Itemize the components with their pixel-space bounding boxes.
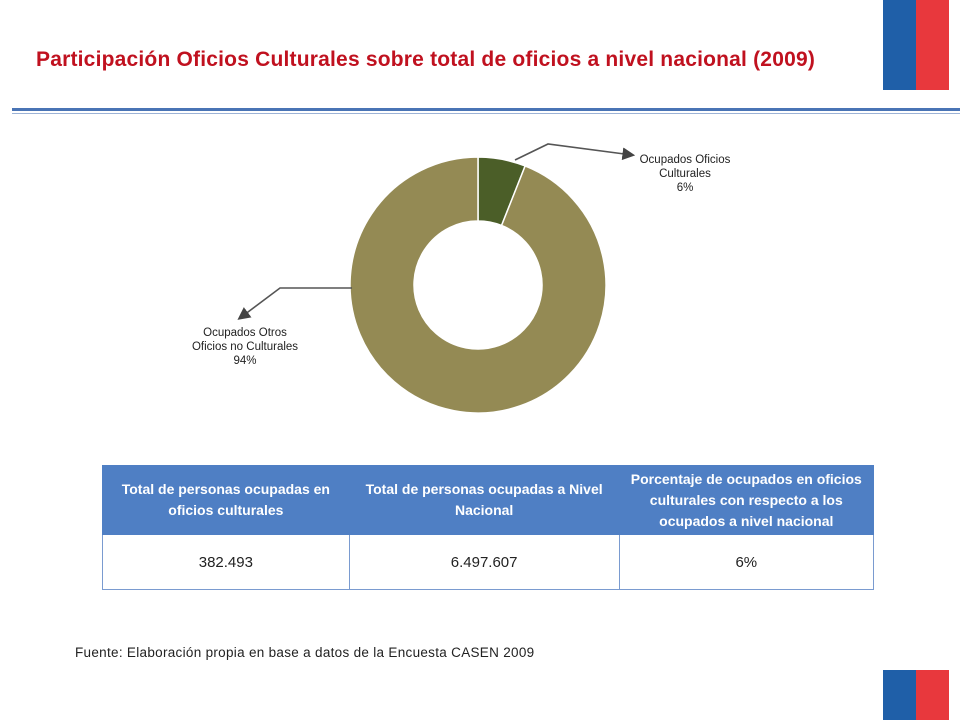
data-table: Total de personas ocupadas en oficios cu…: [102, 465, 875, 590]
table-cell: 382.493: [102, 534, 350, 590]
title-divider: [12, 108, 960, 111]
slice-label-line: Oficios no Culturales: [191, 341, 299, 353]
donut-chart: [237, 143, 636, 414]
table-header-cell: Total de personas ocupadas en oficios cu…: [102, 465, 350, 535]
flag-decoration-top: [883, 0, 949, 90]
table-row: 382.493 6.497.607 6%: [102, 534, 875, 590]
title-divider-thin: [12, 113, 960, 114]
slice-label-culturales: Ocupados Oficios Culturales 6%: [620, 153, 750, 195]
table-cell: 6%: [618, 534, 875, 590]
slice-label-value: 6%: [676, 182, 694, 194]
slice-label-line: Ocupados Oficios: [639, 154, 731, 166]
slice-otros: [349, 156, 607, 414]
source-note: Fuente: Elaboración propia en base a dat…: [75, 645, 535, 660]
table-header-cell: Total de personas ocupadas a Nivel Nacio…: [348, 465, 620, 535]
slide-title: Participación Oficios Culturales sobre t…: [36, 48, 816, 71]
slice-label-line: Ocupados Otros: [203, 327, 287, 339]
table-cell: 6.497.607: [348, 534, 620, 590]
leader-line-culturales: [514, 143, 636, 161]
table-header-cell: Porcentaje de ocupados en oficios cultur…: [618, 465, 875, 535]
leader-line-otros: [237, 287, 352, 320]
table-header-row: Total de personas ocupadas en oficios cu…: [102, 465, 875, 535]
slice-label-value: 94%: [233, 355, 257, 367]
flag-decoration-bottom: [883, 670, 949, 720]
slice-label-line: Culturales: [659, 168, 711, 180]
slice-label-otros: Ocupados Otros Oficios no Culturales 94%: [175, 326, 315, 368]
